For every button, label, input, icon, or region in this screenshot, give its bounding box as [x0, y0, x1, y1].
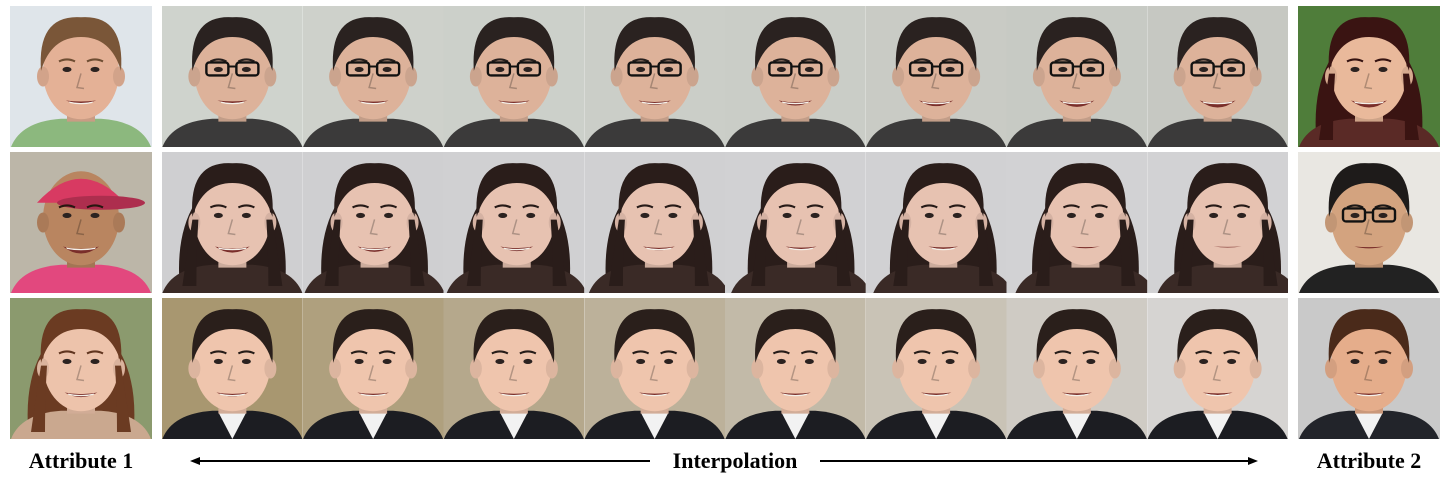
- row2-interpolation-strip: [162, 152, 1288, 293]
- row2-attribute2-image: [1298, 152, 1440, 293]
- interpolation-frame-7: [1006, 6, 1148, 147]
- interpolation-frame-2: [302, 298, 444, 439]
- interpolation-frame-2: [302, 152, 444, 293]
- interpolation-frame-6: [865, 152, 1007, 293]
- row3-interpolation-strip: [162, 298, 1288, 439]
- interpolation-frame-4: [584, 298, 725, 439]
- face-portrait: [10, 6, 152, 147]
- interpolation-frame-7: [1006, 152, 1148, 293]
- interpolation-frame-3: [443, 6, 585, 147]
- interpolation-frame-5: [725, 152, 866, 293]
- interpolation-frame-1: [162, 298, 303, 439]
- face-portrait: [10, 152, 152, 293]
- arrow-left-head-icon: [190, 457, 200, 465]
- arrow-right-head-icon: [1248, 457, 1258, 465]
- face-portrait: [1298, 6, 1440, 147]
- interpolation-frame-8: [1147, 152, 1288, 293]
- interpolation-frame-5: [725, 298, 866, 439]
- interpolation-frame-4: [584, 6, 725, 147]
- interpolation-frame-4: [584, 152, 725, 293]
- interpolation-frame-5: [725, 6, 866, 147]
- row1-interpolation-strip: [162, 6, 1288, 147]
- interpolation-frame-8: [1147, 298, 1288, 439]
- interpolation-arrow: [190, 450, 1260, 472]
- attribute-2-label: Attribute 2: [1316, 448, 1422, 473]
- row2-attribute1-image: [10, 152, 152, 293]
- interpolation-frame-7: [1006, 298, 1148, 439]
- face-portrait: [1298, 152, 1440, 293]
- row3-attribute1-image: [10, 298, 152, 439]
- interpolation-frame-3: [443, 152, 585, 293]
- interpolation-frame-1: [162, 6, 303, 147]
- face-portrait: [1298, 298, 1440, 439]
- interpolation-frame-6: [865, 298, 1007, 439]
- face-portrait: [10, 298, 152, 439]
- row1-attribute2-image: [1298, 6, 1440, 147]
- interpolation-frame-6: [865, 6, 1007, 147]
- attribute-1-label: Attribute 1: [28, 448, 134, 473]
- row1-attribute1-image: [10, 6, 152, 147]
- interpolation-frame-2: [302, 6, 444, 147]
- interpolation-label: Interpolation: [672, 448, 798, 473]
- row3-attribute2-image: [1298, 298, 1440, 439]
- interpolation-frame-3: [443, 298, 585, 439]
- interpolation-frame-1: [162, 152, 303, 293]
- interpolation-frame-8: [1147, 6, 1288, 147]
